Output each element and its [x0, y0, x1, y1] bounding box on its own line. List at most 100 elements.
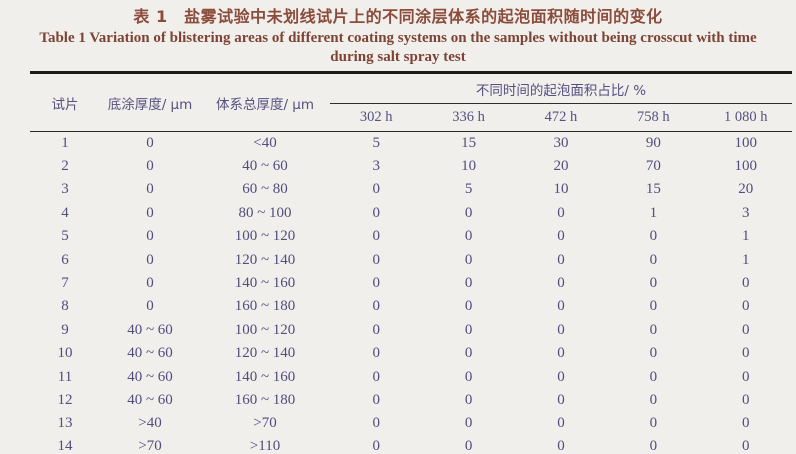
value-336h-cell: 0 — [464, 438, 473, 454]
total-thickness-cell: >70 — [253, 415, 277, 432]
value-336h-cell: 0 — [464, 204, 473, 221]
value-472h-cell: 0 — [557, 228, 565, 245]
header-time-758h: 758 h — [607, 103, 700, 132]
value-1080h-cell: 1 — [742, 228, 750, 245]
value-336h-cell: 5 — [464, 181, 473, 198]
value-758h-cell: 90 — [645, 134, 661, 151]
value-302h-cell: 0 — [372, 298, 380, 315]
value-1080h-cell: 0 — [742, 275, 750, 292]
value-758h-cell: 0 — [649, 275, 658, 292]
table-header: 试片 底涂厚度/ μm 体系总厚度/ μm 不同时间的起泡面积占比/ % 302… — [30, 72, 792, 132]
primer-thickness-cell: 40 ~ 60 — [127, 391, 173, 408]
value-472h-cell: 0 — [557, 345, 565, 362]
total-thickness-cell: 120 ~ 140 — [234, 251, 296, 268]
value-758h-cell: 0 — [649, 251, 658, 268]
value-302h-cell: 0 — [372, 391, 380, 408]
value-302h-cell: 0 — [372, 181, 380, 198]
value-302h-cell: 0 — [372, 275, 380, 292]
table-caption-en-line2: during salt spray test — [330, 49, 466, 65]
value-472h-cell: 0 — [557, 275, 565, 292]
paper-page: 表 1 盐雾试验中未划线试片上的不同涂层体系的起泡面积随时间的变化 Table … — [0, 5, 796, 454]
value-758h-cell: 1 — [649, 204, 658, 221]
total-thickness-cell: 160 ~ 180 — [234, 298, 296, 315]
primer-thickness-cell: 0 — [146, 158, 154, 175]
value-302h-cell: 0 — [372, 438, 380, 454]
value-336h-cell: 0 — [464, 251, 473, 268]
value-336h-cell: 0 — [464, 228, 473, 245]
table-row: 12 40 ~ 60 160 ~ 180 0 0 0 0 0 — [30, 389, 792, 412]
value-1080h-cell: 0 — [742, 321, 750, 338]
header-primer-thickness: 底涂厚度/ μm — [100, 72, 200, 132]
table-caption-zh: 表 1 盐雾试验中未划线试片上的不同涂层体系的起泡面积随时间的变化 — [133, 7, 663, 26]
sample-cell: 13 — [57, 415, 73, 432]
primer-thickness-cell: 0 — [146, 228, 154, 245]
table-row: 6 0 120 ~ 140 0 0 0 0 1 — [30, 248, 792, 271]
table-row: 7 0 140 ~ 160 0 0 0 0 0 — [30, 272, 792, 295]
total-thickness-cell: 160 ~ 180 — [234, 391, 296, 408]
data-table: 试片 底涂厚度/ μm 体系总厚度/ μm 不同时间的起泡面积占比/ % 302… — [30, 71, 792, 454]
value-472h-cell: 30 — [553, 134, 569, 151]
total-thickness-cell: 120 ~ 140 — [234, 345, 296, 362]
total-thickness-cell: 140 ~ 160 — [234, 275, 296, 292]
primer-thickness-cell: >40 — [138, 415, 162, 432]
table-row: 1 0 <40 5 15 30 90 100 — [30, 132, 792, 155]
sample-cell: 14 — [57, 438, 73, 454]
header-time-302h: 302 h — [330, 103, 423, 132]
primer-thickness-cell: 0 — [146, 251, 154, 268]
value-1080h-cell: 0 — [742, 298, 750, 315]
total-thickness-cell: 80 ~ 100 — [238, 204, 292, 221]
table-row: 5 0 100 ~ 120 0 0 0 0 1 — [30, 225, 792, 248]
table-row: 13 >40 >70 0 0 0 0 0 — [30, 412, 792, 435]
value-472h-cell: 20 — [553, 158, 569, 175]
primer-thickness-cell: 0 — [146, 134, 154, 151]
sample-cell: 6 — [61, 251, 69, 268]
value-1080h-cell: 0 — [742, 368, 750, 385]
primer-thickness-cell: 0 — [146, 298, 154, 315]
value-1080h-cell: 0 — [742, 391, 750, 408]
table-row: 8 0 160 ~ 180 0 0 0 0 0 — [30, 295, 792, 318]
total-thickness-cell: 40 ~ 60 — [242, 158, 288, 175]
sample-cell: 8 — [61, 298, 69, 315]
table-row: 9 40 ~ 60 100 ~ 120 0 0 0 0 0 — [30, 319, 792, 342]
total-thickness-cell: 140 ~ 160 — [234, 368, 296, 385]
value-472h-cell: 0 — [557, 298, 565, 315]
header-sample: 试片 — [30, 72, 100, 132]
value-758h-cell: 0 — [649, 415, 658, 432]
table-row: 3 0 60 ~ 80 0 5 10 15 20 — [30, 178, 792, 201]
value-302h-cell: 0 — [372, 345, 380, 362]
value-336h-cell: 0 — [464, 275, 473, 292]
sample-cell: 9 — [61, 321, 69, 338]
primer-thickness-cell: >70 — [138, 438, 162, 454]
sample-cell: 2 — [61, 158, 69, 175]
total-thickness-cell: 100 ~ 120 — [234, 321, 296, 338]
value-336h-cell: 0 — [464, 368, 473, 385]
total-thickness-cell: >110 — [249, 438, 281, 454]
value-758h-cell: 0 — [649, 438, 658, 454]
table-row: 10 40 ~ 60 120 ~ 140 0 0 0 0 0 — [30, 342, 792, 365]
total-thickness-cell: <40 — [253, 134, 277, 151]
value-302h-cell: 0 — [372, 204, 380, 221]
primer-thickness-cell: 40 ~ 60 — [127, 368, 173, 385]
value-302h-cell: 3 — [372, 158, 380, 175]
value-302h-cell: 0 — [372, 368, 380, 385]
table-row: 2 0 40 ~ 60 3 10 20 70 100 — [30, 155, 792, 178]
value-758h-cell: 0 — [649, 321, 658, 338]
value-472h-cell: 0 — [557, 438, 565, 454]
value-472h-cell: 10 — [553, 181, 569, 198]
value-472h-cell: 0 — [557, 204, 565, 221]
primer-thickness-cell: 0 — [146, 204, 154, 221]
header-time-336h: 336 h — [422, 103, 515, 132]
value-336h-cell: 0 — [464, 298, 473, 315]
sample-cell: 12 — [57, 391, 73, 408]
value-472h-cell: 0 — [557, 391, 565, 408]
value-758h-cell: 0 — [649, 228, 658, 245]
primer-thickness-cell: 0 — [146, 181, 154, 198]
total-thickness-cell: 60 ~ 80 — [242, 181, 288, 198]
value-1080h-cell: 0 — [742, 345, 750, 362]
value-336h-cell: 0 — [464, 321, 473, 338]
table-row: 4 0 80 ~ 100 0 0 0 1 3 — [30, 202, 792, 225]
value-758h-cell: 15 — [645, 181, 661, 198]
value-302h-cell: 5 — [372, 134, 380, 151]
value-1080h-cell: 20 — [738, 181, 754, 198]
value-1080h-cell: 0 — [742, 438, 750, 454]
